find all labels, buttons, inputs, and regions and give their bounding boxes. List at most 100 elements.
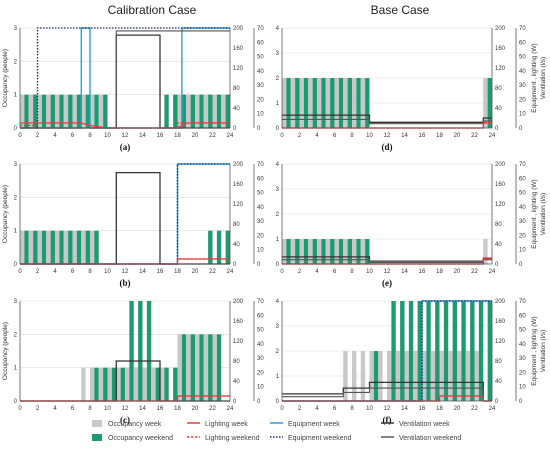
occupancy-week-bar — [290, 239, 296, 264]
occupancy-week-bar — [186, 334, 191, 401]
x-tick-label: 24 — [227, 269, 234, 275]
occupancy-week-bar — [72, 230, 77, 264]
y3-tick-label: 20 — [519, 97, 526, 103]
y3-tick-label: 40 — [519, 342, 526, 348]
ventilation-weekend-line — [282, 259, 492, 264]
occupancy-week-bar — [177, 334, 182, 401]
x-tick-label: 22 — [471, 406, 478, 412]
y2-tick-label: 80 — [233, 222, 240, 228]
x-tick-label: 16 — [419, 406, 426, 412]
y3-tick-label: 50 — [257, 55, 264, 61]
occupancy-week-bar — [142, 367, 147, 401]
x-tick-label: 18 — [436, 133, 443, 139]
occupancy-weekend-bar — [373, 351, 379, 401]
occupancy-week-bar — [63, 94, 69, 128]
y-tick-label: 3 — [276, 187, 280, 193]
occupancy-week-bar — [72, 94, 77, 128]
occupancy-weekend-bar — [50, 230, 55, 264]
equipment-week-line — [20, 27, 230, 129]
occupancy-weekend-bar — [400, 301, 405, 401]
y3-tick-label: 50 — [519, 55, 526, 61]
occupancy-week-bar — [28, 230, 34, 264]
y-tick-label: 0 — [14, 399, 18, 405]
legend-label-lighting-weekend: Lighting weekend — [205, 435, 260, 442]
occupancy-weekend-bar — [173, 367, 178, 401]
occupancy-week-bar — [37, 230, 42, 264]
x-tick-label: 20 — [192, 133, 199, 139]
x-tick-label: 6 — [333, 133, 337, 139]
x-tick-label: 8 — [88, 406, 92, 412]
x-tick-label: 8 — [88, 269, 92, 275]
y-tick-label: 3 — [14, 162, 18, 168]
occupancy-week-bar — [395, 351, 401, 401]
y2-tick-label: 80 — [495, 359, 502, 365]
y3-tick-label: 0 — [519, 126, 523, 132]
y2-tick-label: 120 — [495, 339, 506, 345]
x-tick-label: 0 — [18, 406, 22, 412]
x-tick-label: 8 — [350, 269, 354, 275]
occupancy-week-bar — [203, 94, 209, 128]
y-tick-label: 2 — [276, 76, 280, 82]
occupancy-weekend-bar — [461, 301, 466, 401]
occupancy-weekend-bar — [365, 78, 370, 128]
occupancy-week-bar — [422, 351, 427, 401]
occupancy-weekend-bar — [59, 230, 64, 264]
y3-tick-label: 50 — [257, 328, 264, 334]
y3-tick-label: 70 — [519, 26, 526, 32]
y3-tick-label: 0 — [257, 262, 261, 268]
y3-tick-label: 20 — [519, 233, 526, 239]
y-tick-label: 4 — [276, 162, 280, 168]
y3-tick-label: 10 — [257, 112, 264, 118]
occupancy-week-bar — [334, 78, 339, 128]
occupancy-weekend-bar — [295, 239, 300, 264]
occupancy-week-bar — [195, 334, 200, 401]
x-tick-label: 14 — [401, 269, 408, 275]
y3-tick-label: 50 — [519, 328, 526, 334]
occupancy-week-bar — [317, 78, 322, 128]
y2-tick-label: 160 — [495, 182, 506, 188]
y3-tick-label: 60 — [257, 313, 264, 319]
panel-label: (e) — [382, 278, 392, 288]
y-tick-label: 1 — [276, 374, 280, 380]
x-tick-label: 12 — [384, 406, 391, 412]
y3-tick-label: 60 — [519, 313, 526, 319]
y-tick-label: 0 — [276, 126, 280, 132]
occupancy-weekend-bar — [330, 239, 335, 264]
occupancy-week-bar — [160, 367, 165, 401]
y3-tick-label: 70 — [257, 299, 264, 305]
x-tick-label: 6 — [333, 406, 337, 412]
y3-tick-label: 40 — [257, 342, 264, 348]
y-tick-label: 3 — [276, 324, 280, 330]
occupancy-weekend-bar — [94, 230, 99, 264]
y3-tick-label: 20 — [519, 370, 526, 376]
occupancy-weekend-bar — [111, 367, 117, 401]
occupancy-weekend-bar — [356, 78, 361, 128]
x-tick-label: 4 — [315, 406, 319, 412]
x-tick-label: 24 — [227, 133, 234, 139]
x-tick-label: 6 — [71, 133, 75, 139]
occupancy-week-bar — [308, 239, 313, 264]
y2-tick-label: 160 — [233, 319, 244, 325]
occupancy-week-bar — [212, 94, 217, 128]
occupancy-weekend-bar — [76, 230, 82, 264]
y-tick-label: 3 — [14, 299, 18, 305]
x-tick-label: 24 — [489, 406, 496, 412]
occupancy-weekend-bar — [68, 230, 73, 264]
occupancy-weekend-bar — [129, 301, 134, 401]
x-tick-label: 0 — [18, 133, 22, 139]
x-tick-label: 18 — [436, 269, 443, 275]
y3-tick-label: 50 — [519, 191, 526, 197]
y3-tick-label: 30 — [257, 356, 264, 362]
y3-tick-label: 10 — [519, 385, 526, 391]
y2-tick-label: 40 — [233, 242, 240, 248]
lighting-weekend-line — [20, 258, 230, 265]
occupancy-week-bar — [439, 351, 444, 401]
panel-label: (c) — [120, 415, 130, 425]
y2-tick-label: 200 — [233, 26, 244, 32]
occupancy-weekend-bar — [312, 78, 317, 128]
occupancy-weekend-bar — [470, 301, 475, 401]
y-tick-label: 2 — [276, 212, 280, 218]
